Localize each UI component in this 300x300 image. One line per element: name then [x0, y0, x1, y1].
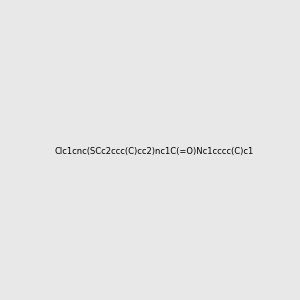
Text: Clc1cnc(SCc2ccc(C)cc2)nc1C(=O)Nc1cccc(C)c1: Clc1cnc(SCc2ccc(C)cc2)nc1C(=O)Nc1cccc(C)…: [54, 147, 254, 156]
